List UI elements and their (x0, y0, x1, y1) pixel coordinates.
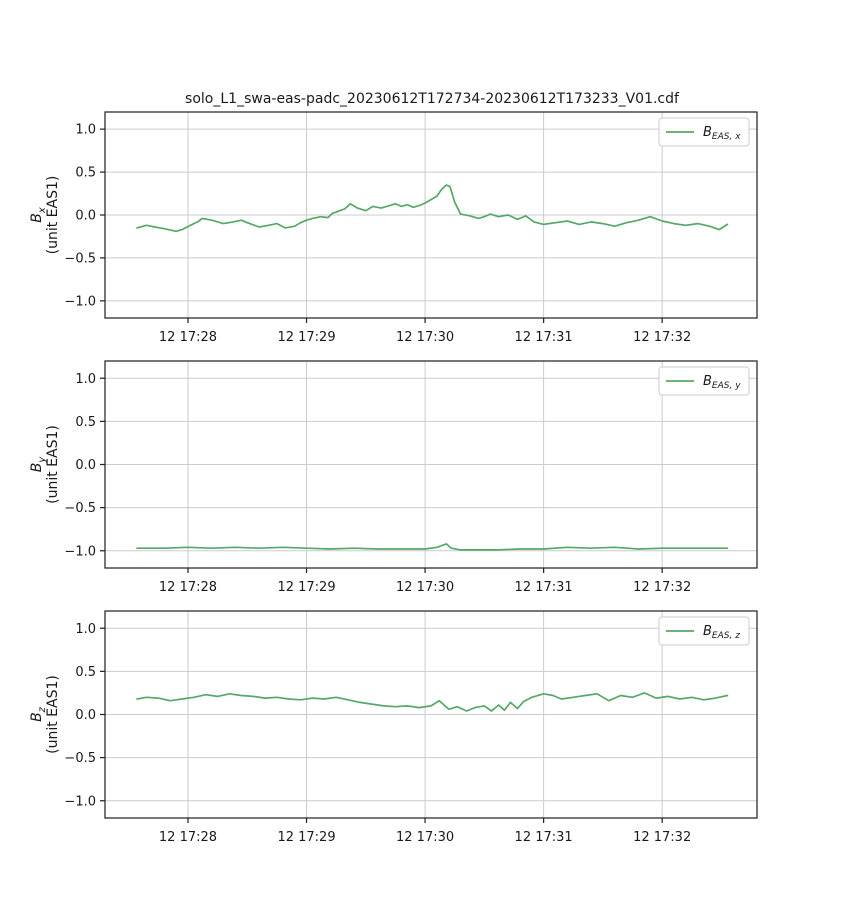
y-tick-label: 1.0 (75, 622, 96, 637)
y-tick-label: −0.5 (64, 501, 96, 516)
y-tick-label: 1.0 (75, 372, 96, 387)
y-tick-label: 0.5 (75, 166, 96, 181)
y-tick-label: 0.5 (75, 665, 96, 680)
y-tick-label: −0.5 (64, 751, 96, 766)
y-tick-label: 1.0 (75, 123, 96, 138)
y-axis-unit: (unit EAS1) (45, 176, 61, 255)
y-axis-symbol: Bx (29, 207, 48, 223)
legend-box (658, 616, 750, 646)
legend-label: BEAS, z (703, 624, 740, 641)
y-axis-unit: (unit EAS1) (45, 675, 61, 754)
y-tick-label: 0.0 (75, 458, 96, 473)
y-axis-label: Bx(unit EAS1) (29, 176, 61, 255)
y-axis-symbol: By (29, 456, 48, 473)
x-tick-label: 12 17:32 (633, 330, 691, 345)
legend-label: BEAS, y (703, 374, 741, 391)
y-axis-label: By(unit EAS1) (29, 425, 61, 504)
x-tick-label: 12 17:31 (515, 330, 573, 345)
x-tick-label: 12 17:31 (515, 830, 573, 845)
y-axis-label: Bz(unit EAS1) (29, 675, 61, 754)
legend-label: BEAS, x (703, 125, 741, 142)
y-tick-label: −1.0 (64, 294, 96, 309)
y-axis-unit: (unit EAS1) (45, 425, 61, 504)
x-tick-label: 12 17:30 (396, 830, 454, 845)
y-tick-label: 0.0 (75, 209, 96, 224)
y-tick-label: −1.0 (64, 794, 96, 809)
x-tick-label: 12 17:30 (396, 330, 454, 345)
series-line-by (136, 543, 729, 551)
x-tick-label: 12 17:30 (396, 580, 454, 595)
legend-box (658, 366, 750, 396)
y-axis-symbol: Bz (29, 706, 48, 722)
x-tick-label: 12 17:32 (633, 580, 691, 595)
x-tick-label: 12 17:28 (159, 830, 217, 845)
x-tick-label: 12 17:29 (277, 580, 335, 595)
panel-bx: 1.0 0.5 0.0 −0.5 −1.0 12 17:28 12 17:29 12 17:3… (29, 111, 758, 345)
panel-by: 1.0 0.5 0.0 −0.5 −1.0 12 17:28 12 17:29 12 17:3… (29, 360, 758, 595)
figure-title: solo_L1_swa-eas-padc_20230612T172734-202… (185, 91, 680, 107)
y-tick-label: −0.5 (64, 251, 96, 266)
legend: BEAS, y (658, 366, 750, 396)
y-tick-label: −1.0 (64, 544, 96, 559)
x-tick-label: 12 17:28 (159, 580, 217, 595)
x-tick-label: 12 17:29 (277, 830, 335, 845)
legend-box (658, 117, 750, 147)
panel-bz: 1.0 0.5 0.0 −0.5 −1.0 12 17:28 12 17:29 12 17:3… (29, 610, 758, 845)
x-tick-label: 12 17:28 (159, 330, 217, 345)
series-line-bz (136, 692, 729, 712)
legend: BEAS, x (658, 117, 750, 147)
y-tick-label: 0.5 (75, 415, 96, 430)
x-tick-label: 12 17:29 (277, 330, 335, 345)
y-tick-label: 0.0 (75, 708, 96, 723)
series-line-bx (136, 184, 729, 233)
x-tick-label: 12 17:31 (515, 580, 573, 595)
legend: BEAS, z (658, 616, 750, 646)
x-tick-label: 12 17:32 (633, 830, 691, 845)
